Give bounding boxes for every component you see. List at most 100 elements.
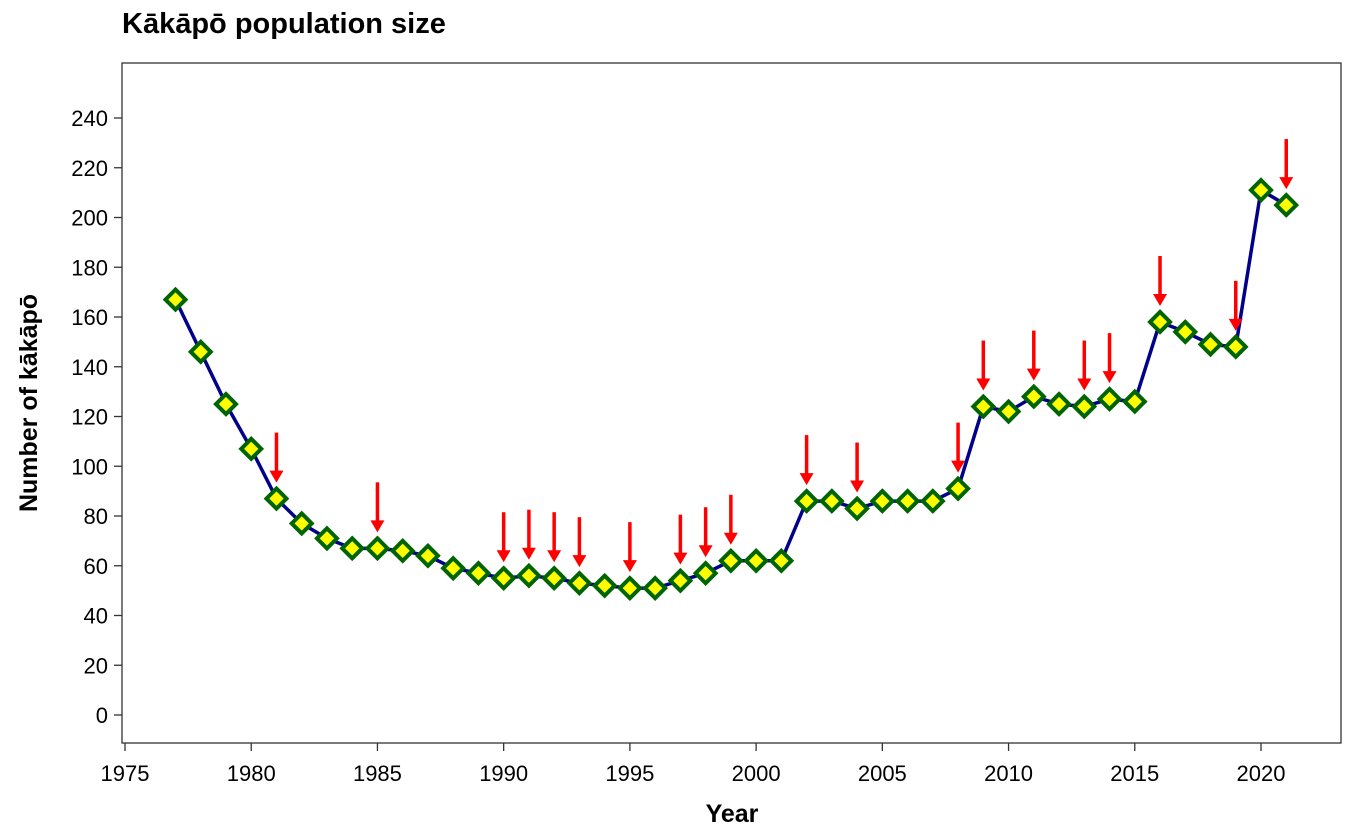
arrow-head — [269, 470, 284, 483]
data-point — [415, 542, 441, 569]
red-arrow — [1077, 340, 1092, 391]
red-arrow — [496, 512, 511, 563]
y-tick-label: 220 — [71, 156, 108, 181]
arrow-head — [547, 550, 562, 563]
arrow-head — [1026, 368, 1041, 381]
data-point — [768, 547, 795, 574]
data-point — [1197, 331, 1224, 358]
y-tick-label: 180 — [71, 255, 108, 280]
arrow-head — [622, 560, 637, 573]
y-tick-label: 0 — [96, 703, 108, 728]
data-point — [314, 525, 340, 552]
x-tick-label: 1975 — [101, 761, 150, 786]
red-arrow — [547, 512, 562, 563]
data-point — [1147, 309, 1173, 335]
data-point — [389, 537, 416, 564]
arrow-head — [1279, 177, 1294, 190]
data-point — [919, 488, 946, 514]
arrow-head — [496, 550, 511, 563]
arrow-head — [850, 480, 865, 493]
arrow-head — [698, 545, 713, 558]
data-point — [1046, 391, 1072, 417]
y-tick-label: 160 — [71, 305, 108, 330]
y-axis: 0 20 40 60 80 100 120 140 160 180 200 220 240 — [71, 106, 122, 728]
arrow-head — [572, 555, 587, 568]
data-point — [1121, 388, 1148, 415]
arrow-head — [1228, 318, 1243, 331]
x-tick-label: 1985 — [353, 761, 402, 786]
data-point — [617, 575, 643, 601]
red-arrow — [673, 514, 688, 565]
data-point — [995, 398, 1022, 425]
red-arrow — [850, 442, 865, 493]
data-point — [288, 510, 315, 537]
data-point — [844, 495, 870, 522]
red-arrow — [269, 432, 284, 483]
y-tick-label: 40 — [84, 604, 108, 629]
red-arrow — [698, 507, 713, 558]
x-tick-label: 2010 — [984, 761, 1033, 786]
markers — [162, 177, 1300, 601]
arrow-head — [673, 552, 688, 565]
arrow-head — [370, 520, 385, 533]
data-point — [1071, 393, 1098, 420]
arrow-head — [951, 460, 966, 473]
data-point — [465, 560, 492, 587]
red-arrow — [1026, 330, 1041, 381]
red-arrow — [572, 517, 587, 568]
data-point — [187, 338, 214, 365]
x-axis: 1975 1980 1985 1990 1995 2000 2005 2010 2015 2020 — [101, 743, 1286, 786]
x-tick-label: 2015 — [1110, 761, 1159, 786]
arrow-head — [1102, 371, 1117, 384]
red-arrow — [799, 435, 814, 486]
y-tick-label: 60 — [84, 554, 108, 579]
data-point — [213, 391, 239, 417]
data-point — [339, 535, 366, 562]
data-point — [1020, 383, 1047, 410]
y-tick-label: 20 — [84, 653, 108, 678]
red-arrow — [622, 522, 637, 573]
red-arrow — [1102, 333, 1117, 384]
data-point — [1172, 319, 1199, 345]
data-point — [819, 488, 845, 514]
data-point — [793, 488, 820, 514]
x-tick-label: 1990 — [479, 761, 528, 786]
arrow-head — [1077, 378, 1092, 391]
data-point — [440, 555, 467, 582]
data-point — [970, 393, 997, 420]
data-point — [162, 286, 189, 313]
red-arrow — [370, 482, 385, 533]
chart-title: Kākāpō population size — [122, 8, 446, 40]
data-point — [364, 535, 391, 562]
data-point — [692, 560, 719, 587]
data-point — [541, 565, 567, 592]
y-tick-label: 140 — [71, 355, 108, 380]
data-point — [894, 488, 921, 514]
x-tick-label: 1995 — [605, 761, 654, 786]
x-tick-label: 2020 — [1237, 761, 1286, 786]
arrow-head — [976, 378, 991, 391]
y-axis-title: Number of kākāpō — [15, 294, 43, 512]
data-point — [591, 572, 618, 599]
arrow-head — [521, 547, 536, 560]
arrow-head — [723, 532, 738, 545]
red-arrow — [1228, 280, 1243, 331]
red-arrow — [951, 422, 966, 473]
arrow-head — [799, 473, 814, 486]
x-axis-title: Year — [706, 800, 759, 828]
data-point — [566, 570, 593, 596]
y-tick-label: 80 — [84, 504, 108, 529]
data-point — [1222, 334, 1249, 360]
data-point — [869, 488, 896, 514]
data-point — [1248, 177, 1274, 203]
y-tick-label: 200 — [71, 206, 108, 231]
x-tick-label: 1980 — [227, 761, 276, 786]
data-point — [945, 475, 971, 502]
data-point — [642, 575, 668, 601]
red-arrow — [1153, 255, 1168, 306]
red-arrow — [521, 509, 536, 560]
y-tick-label: 100 — [71, 454, 108, 479]
data-point — [667, 567, 694, 594]
x-tick-label: 2000 — [732, 761, 781, 786]
